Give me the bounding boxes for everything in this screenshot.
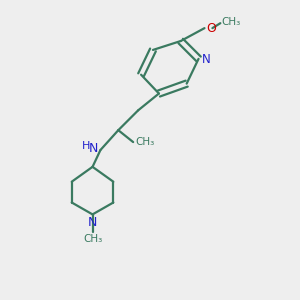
Text: N: N <box>202 53 210 66</box>
Text: CH₃: CH₃ <box>83 234 102 244</box>
Text: N: N <box>88 216 97 230</box>
Text: CH₃: CH₃ <box>135 137 154 147</box>
Text: O: O <box>206 22 216 34</box>
Text: CH₃: CH₃ <box>221 17 241 27</box>
Text: N: N <box>89 142 98 154</box>
Text: H: H <box>82 141 91 151</box>
